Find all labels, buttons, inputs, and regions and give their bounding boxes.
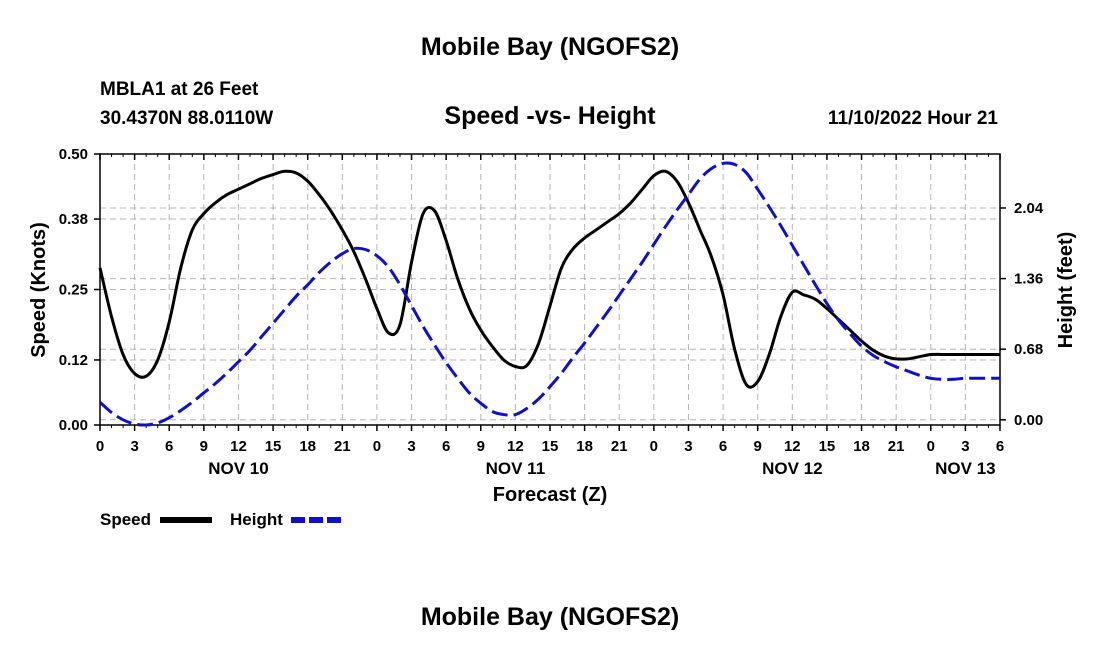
y2-tick-label: 0.68 xyxy=(1014,341,1043,358)
x-tick-label: 21 xyxy=(611,438,628,455)
y2-tick-label: 0.00 xyxy=(1014,412,1043,429)
series-line-speed xyxy=(98,169,1000,389)
x-tick-label: 6 xyxy=(719,438,727,455)
series-lines xyxy=(98,161,1000,427)
x-tick-label: 21 xyxy=(334,438,351,455)
x-tick-label: 12 xyxy=(507,438,524,455)
y-tick-label: 0.25 xyxy=(59,282,88,299)
x-tick-label: 18 xyxy=(299,438,316,455)
x-day-label: NOV 12 xyxy=(762,459,822,478)
station-coords: 30.4370N 88.0110W xyxy=(100,108,273,129)
y-tick-label: 0.38 xyxy=(59,211,88,228)
x-tick-label: 9 xyxy=(754,438,762,455)
x-day-label: NOV 11 xyxy=(486,459,546,478)
station-label: MBLA1 at 26 Feet xyxy=(100,79,259,100)
x-axis-day-labels: NOV 10 NOV 11 NOV 12 NOV 13 xyxy=(208,459,995,478)
x-tick-label: 3 xyxy=(684,438,692,455)
legend-speed-label: Speed xyxy=(100,510,151,529)
x-tick-label: 6 xyxy=(996,438,1004,455)
x-tick-label: 18 xyxy=(853,438,870,455)
y2-axis-title: Height (feet) xyxy=(1055,232,1077,349)
x-axis-title: Forecast (Z) xyxy=(493,484,607,506)
x-tick-label: 6 xyxy=(442,438,450,455)
x-tick-label: 9 xyxy=(200,438,208,455)
page-title: Mobile Bay (NGOFS2) xyxy=(421,33,679,61)
x-tick-label: 0 xyxy=(96,438,104,455)
x-tick-label: 6 xyxy=(165,438,173,455)
forecast-datetime: 11/10/2022 Hour 21 xyxy=(828,108,998,129)
chart-subtitle: Speed -vs- Height xyxy=(444,102,656,130)
x-tick-label: 15 xyxy=(265,438,282,455)
x-tick-label: 3 xyxy=(961,438,969,455)
x-tick-label: 12 xyxy=(230,438,247,455)
x-tick-label: 3 xyxy=(130,438,138,455)
x-day-label: NOV 10 xyxy=(208,459,268,478)
x-tick-label: 0 xyxy=(373,438,381,455)
y-tick-label: 0.00 xyxy=(59,417,88,434)
page-title-bottom: Mobile Bay (NGOFS2) xyxy=(421,603,679,631)
x-tick-label: 9 xyxy=(477,438,485,455)
x-day-label: NOV 13 xyxy=(935,459,995,478)
y2-tick-label: 1.36 xyxy=(1014,271,1043,288)
series-line-height xyxy=(98,161,1000,427)
x-tick-label: 0 xyxy=(650,438,658,455)
y2-axis-ticks: 0.00 0.68 1.36 2.04 xyxy=(1000,200,1044,429)
x-axis-ticks: 0 3 6 9 12 15 18 21 0 3 6 9 12 15 18 21 0 3 6 9 12 15 18 21 0 3 6 xyxy=(96,154,1004,455)
y-tick-label: 0.50 xyxy=(59,146,88,163)
x-tick-label: 21 xyxy=(888,438,905,455)
y-tick-label: 0.12 xyxy=(59,352,88,369)
x-tick-label: 15 xyxy=(542,438,559,455)
legend-height-label: Height xyxy=(230,510,283,529)
x-tick-label: 12 xyxy=(784,438,801,455)
grid xyxy=(100,154,1000,425)
x-tick-label: 15 xyxy=(819,438,836,455)
y-axis-ticks: 0.00 0.12 0.25 0.38 0.50 xyxy=(59,146,100,434)
y2-tick-label: 2.04 xyxy=(1014,200,1044,217)
x-tick-label: 3 xyxy=(407,438,415,455)
legend: Speed Height xyxy=(100,510,342,529)
y-axis-title: Speed (Knots) xyxy=(28,222,50,358)
x-tick-label: 0 xyxy=(927,438,935,455)
x-tick-label: 18 xyxy=(576,438,593,455)
